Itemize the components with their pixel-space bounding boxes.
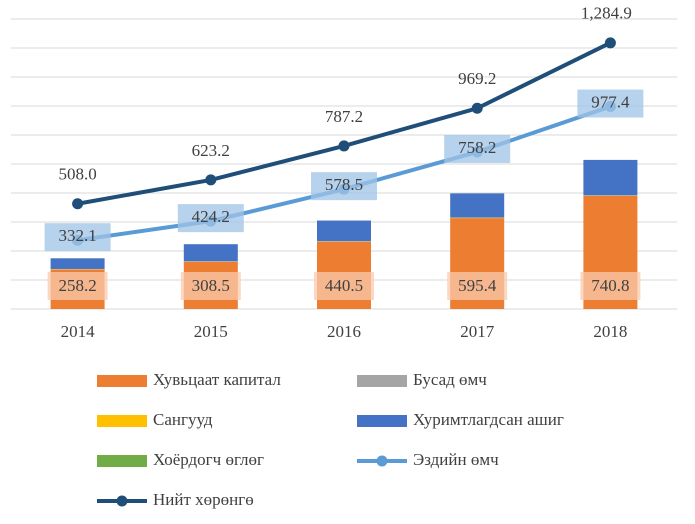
legend-label: Хоёрдогч өглөг: [153, 450, 264, 469]
label-box: [580, 272, 641, 300]
data-label: 595.4: [458, 276, 497, 295]
legend-label: Хувьцаат капитал: [153, 370, 281, 389]
legend-swatch: [97, 455, 147, 467]
bar-segment: [50, 258, 105, 269]
data-label: 508.0: [58, 165, 96, 184]
data-label: 977.4: [591, 92, 630, 111]
bar-segment: [583, 159, 638, 196]
legend-label: Бусад өмч: [413, 370, 487, 389]
legend-point: [376, 455, 388, 467]
label-box: [577, 89, 644, 118]
data-label: 1,284.9: [581, 4, 632, 23]
data-label: 424.2: [192, 207, 230, 226]
data-label: 332.1: [58, 226, 96, 245]
x-tick-label: 2018: [593, 322, 627, 341]
data-label: 758.2: [458, 138, 496, 157]
line-point: [72, 198, 84, 210]
data-label: 969.2: [458, 69, 496, 88]
label-box: [44, 223, 111, 252]
data-label: 440.5: [325, 276, 363, 295]
legend-swatch: [357, 375, 407, 387]
legend-label: Хуримтлагдсан ашиг: [413, 410, 564, 429]
legend-label: Сангууд: [153, 410, 213, 429]
line-point: [205, 174, 217, 186]
label-box: [180, 272, 241, 300]
label-box: [47, 272, 108, 300]
x-tick-label: 2016: [327, 322, 361, 341]
legend-swatch: [97, 415, 147, 427]
legend-point: [116, 495, 128, 507]
legend-swatch: [97, 375, 147, 387]
label-box: [177, 204, 244, 233]
line-point: [471, 102, 483, 114]
label-box: [444, 134, 511, 163]
data-label: 578.5: [325, 175, 363, 194]
line-point: [338, 140, 350, 152]
label-box: [311, 172, 377, 201]
x-tick-label: 2017: [460, 322, 495, 341]
data-label: 623.2: [192, 141, 230, 160]
legend-label: Нийт хөрөнгө: [153, 490, 254, 509]
legend-label: Эздийн өмч: [413, 450, 499, 469]
legend-swatch: [357, 415, 407, 427]
bar-segment: [450, 193, 505, 218]
data-label: 258.2: [58, 276, 96, 295]
line-point: [604, 37, 616, 49]
x-tick-label: 2014: [61, 322, 96, 341]
bar-segment: [183, 244, 238, 262]
data-label: 787.2: [325, 107, 363, 126]
x-tick-label: 2015: [194, 322, 228, 341]
label-box: [314, 272, 374, 300]
label-box: [447, 272, 508, 300]
bar-segment: [317, 220, 371, 242]
data-label: 740.8: [591, 276, 629, 295]
data-label: 308.5: [192, 276, 230, 295]
